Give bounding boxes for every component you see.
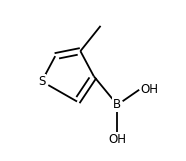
Text: OH: OH <box>108 133 126 146</box>
Text: B: B <box>113 98 121 111</box>
Text: S: S <box>38 75 45 88</box>
Text: OH: OH <box>140 83 158 96</box>
